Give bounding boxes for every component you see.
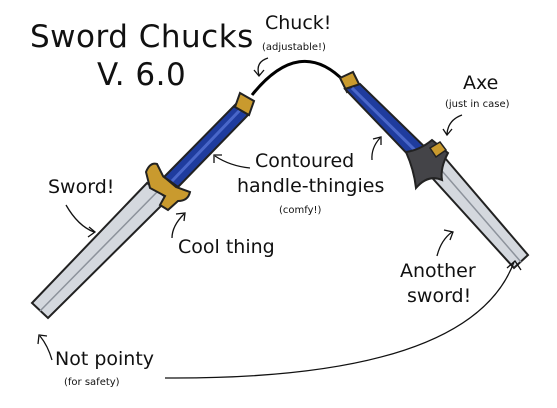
cool-thing-label: Cool thing [178,236,275,258]
version-label: V. 6.0 [97,57,187,93]
arrows [37,57,522,379]
contoured-label-line1: Contoured [255,150,355,172]
contoured-note: (comfy!) [279,205,322,216]
chuck-note: (adjustable!) [262,42,326,53]
another-sword-label-line2: sword! [407,285,472,307]
left-cap [233,91,256,117]
right-sword [338,70,530,270]
chuck-label: Chuck! [265,12,332,34]
not-pointy-label: Not pointy [55,348,155,370]
chuck-chain [250,59,347,96]
axe-note: (just in case) [445,99,510,110]
axe-label: Axe [463,72,499,94]
sword-label: Sword! [48,176,115,198]
another-sword-label-line1: Another [400,260,476,282]
page-title: Sword Chucks [30,19,254,55]
not-pointy-note: (for safety) [64,377,120,388]
left-sword [30,91,256,320]
left-guard [144,162,192,212]
contoured-label-line2: handle-thingies [237,175,385,197]
